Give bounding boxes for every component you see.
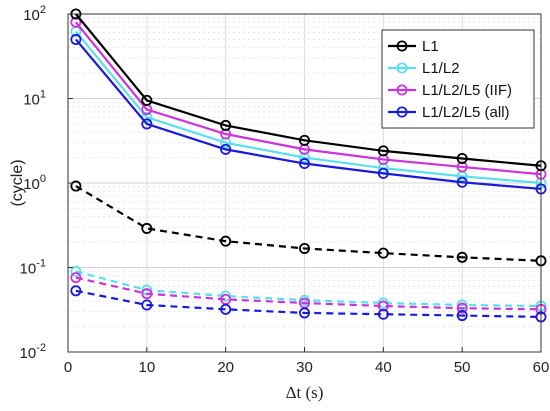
series-line <box>75 185 542 262</box>
data-point <box>70 285 82 297</box>
data-point <box>377 308 389 320</box>
data-point <box>456 251 468 263</box>
series-7 <box>70 285 547 323</box>
data-point <box>141 94 153 106</box>
legend-label: L1/L2/L5 (all) <box>422 104 510 121</box>
series-6 <box>70 272 547 315</box>
legend-label: L1/L2 <box>422 60 460 77</box>
x-tick-label: 0 <box>64 359 72 376</box>
series-line <box>75 30 542 185</box>
data-point <box>456 176 468 188</box>
data-point <box>298 134 310 146</box>
series-3 <box>70 33 547 195</box>
x-axis-label: Δt (s) <box>286 383 324 402</box>
data-point <box>298 152 310 164</box>
legend-item: L1/L2 <box>388 60 460 77</box>
data-point <box>456 152 468 164</box>
legend-item: L1/L2/L5 (all) <box>388 104 510 121</box>
x-tick-label: 30 <box>296 359 313 376</box>
series-line <box>75 21 542 176</box>
series-line <box>75 270 542 308</box>
ticks: 0 10 20 30 40 50 60 10-2 10-1 100 101 102 <box>20 4 550 376</box>
data-point <box>141 288 153 300</box>
data-point <box>377 300 389 312</box>
series-line <box>75 276 542 311</box>
data-point <box>141 118 153 130</box>
series-line <box>75 289 542 319</box>
x-tick-label: 50 <box>454 359 471 376</box>
legend-swatch-marker <box>396 40 408 52</box>
data-point <box>377 247 389 259</box>
x-tick-label: 60 <box>533 359 550 376</box>
y-tick-label: 100 <box>23 173 46 193</box>
legend-swatch-marker <box>396 106 408 118</box>
data-point <box>220 290 232 302</box>
y-tick-label: 10-2 <box>20 342 46 362</box>
x-tick-label: 40 <box>375 359 392 376</box>
data-point <box>220 303 232 315</box>
x-tick-label: 20 <box>217 359 234 376</box>
data-point <box>456 302 468 314</box>
y-axis-label: (cycle) <box>9 159 26 206</box>
y-tick-label: 102 <box>23 4 46 24</box>
legend: L1 L1/L2 L1/L2/L5 (IIF) L1/L2/L5 (all) <box>381 29 535 129</box>
data-point <box>70 16 82 28</box>
data-point <box>70 265 82 277</box>
series-line <box>75 38 542 191</box>
series-line <box>75 13 542 167</box>
data-point <box>298 307 310 319</box>
series-4 <box>70 180 547 267</box>
y-tick-label: 10-1 <box>20 258 46 278</box>
legend-swatch-marker <box>396 62 408 74</box>
x-tick-label: 10 <box>138 359 155 376</box>
legend-swatch-marker <box>396 84 408 96</box>
data-point <box>220 119 232 131</box>
legend-item: L1/L2/L5 (IIF) <box>388 82 512 99</box>
data-point <box>141 299 153 311</box>
data-point <box>377 167 389 179</box>
y-tick-label: 101 <box>23 89 46 109</box>
data-point <box>377 297 389 309</box>
data-point <box>377 145 389 157</box>
data-point <box>298 158 310 170</box>
data-point <box>298 242 310 254</box>
grid <box>67 14 542 353</box>
legend-item: L1 <box>388 38 439 55</box>
data-point <box>141 222 153 234</box>
legend-label: L1/L2/L5 (IIF) <box>422 82 512 99</box>
data-point <box>456 299 468 311</box>
legend-label: L1 <box>422 38 439 55</box>
data-point <box>70 180 82 192</box>
data-point <box>456 310 468 322</box>
data-point <box>70 33 82 45</box>
data-point <box>220 143 232 155</box>
data-point <box>70 272 82 284</box>
series-layer <box>70 8 547 323</box>
data-point <box>220 235 232 247</box>
